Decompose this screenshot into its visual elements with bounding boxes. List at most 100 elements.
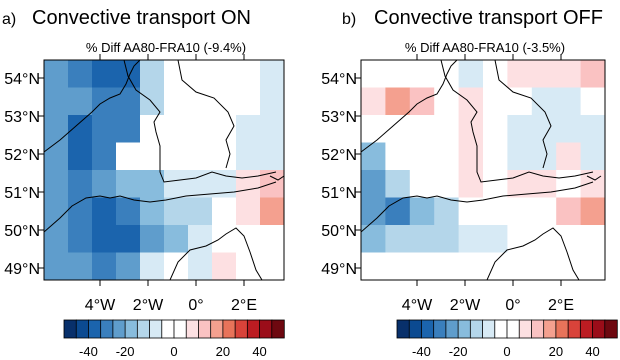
colorbar-swatch — [494, 319, 508, 339]
colorbar-swatch — [457, 319, 472, 339]
map-cell — [164, 225, 189, 254]
map-cell — [507, 60, 533, 89]
map-cell — [580, 225, 605, 254]
lat-label: 52°N — [4, 147, 40, 164]
colorbar-swatch — [222, 319, 236, 339]
map-cell — [116, 60, 141, 89]
panel-b-subtitle: % Diff AA80-FRA10 (-3.5%) — [405, 40, 565, 55]
colorbar-swatch — [88, 319, 102, 339]
lon-label: 0° — [505, 297, 520, 314]
map-cell — [483, 87, 508, 116]
map-cell — [361, 87, 386, 116]
lon-label: 0° — [188, 297, 203, 314]
map-cell — [385, 252, 411, 280]
map-cell — [260, 197, 284, 226]
colorbar-swatch — [555, 319, 569, 339]
panel-b-lon-axis: 4°W 2°W 0° 2°E — [402, 54, 574, 314]
map-cell — [531, 252, 557, 280]
colorbar-swatch — [445, 319, 459, 339]
lat-label: 50°N — [4, 223, 40, 240]
map-cell — [116, 170, 141, 199]
colorbar-swatch — [543, 319, 557, 339]
map-cell — [556, 60, 582, 89]
map-cell — [140, 60, 165, 89]
map-cell — [531, 115, 557, 144]
colorbar-swatch — [149, 319, 163, 339]
map-cell — [92, 115, 117, 144]
map-cell — [507, 87, 533, 116]
map-cell — [361, 225, 386, 254]
map-cell — [164, 115, 189, 144]
map-cell — [580, 115, 605, 144]
colorbar-swatch — [506, 319, 520, 339]
panel-a-lon-axis: 4°W 2°W 0° 2°E — [85, 54, 257, 314]
map-cell — [188, 252, 213, 280]
map-cell — [434, 225, 460, 254]
map-cell — [68, 252, 93, 280]
map-cell — [434, 115, 460, 144]
map-cell — [260, 60, 284, 89]
lat-label: 53°N — [321, 109, 357, 126]
map-cell — [458, 115, 484, 144]
colorbar-tick-label: 40 — [252, 344, 266, 359]
map-cell — [385, 197, 411, 226]
panel-a-map — [43, 59, 285, 281]
map-cell — [507, 197, 533, 226]
map-cell — [116, 87, 141, 116]
map-cell — [116, 197, 141, 226]
lat-label: 51°N — [321, 185, 357, 202]
map-cell — [580, 142, 605, 171]
map-cell — [140, 115, 165, 144]
map-cell — [361, 252, 386, 280]
colorbar-swatch — [259, 319, 273, 339]
map-cell — [580, 87, 605, 116]
lat-label: 53°N — [4, 109, 40, 126]
map-cell — [140, 225, 165, 254]
lat-label: 49°N — [4, 261, 40, 278]
map-cell — [188, 142, 213, 171]
colorbar-swatch — [161, 319, 175, 339]
map-cell — [556, 170, 582, 199]
map-cell — [483, 170, 508, 199]
map-cell — [68, 115, 93, 144]
colorbar-tick-label: 20 — [216, 344, 230, 359]
map-cell — [236, 252, 261, 280]
map-cell — [116, 142, 141, 171]
map-cell — [188, 87, 213, 116]
map-cell — [140, 142, 165, 171]
colorbar-swatch — [567, 319, 582, 339]
map-cell — [483, 197, 508, 226]
map-cell — [212, 115, 237, 144]
map-cell — [260, 225, 284, 254]
map-cell — [164, 142, 189, 171]
panel-b-map — [360, 59, 606, 281]
map-cell — [361, 170, 386, 199]
map-cell — [236, 115, 261, 144]
map-cell — [458, 142, 484, 171]
colorbar-swatch — [518, 319, 533, 339]
panel-a-lat-axis: 54°N 53°N 52°N 51°N 50°N 49°N — [4, 71, 44, 278]
colorbar-tick-label: 0 — [503, 344, 510, 359]
map-cell — [68, 87, 93, 116]
map-cell — [483, 225, 508, 254]
map-cell — [409, 115, 435, 144]
map-cell — [580, 252, 605, 280]
map-cell — [409, 87, 435, 116]
colorbar-tick-label: -40 — [79, 344, 98, 359]
lat-label: 50°N — [321, 223, 357, 240]
colorbar-swatch — [592, 319, 606, 339]
map-cell — [507, 142, 533, 171]
map-cell — [164, 170, 189, 199]
map-cell — [44, 115, 69, 144]
panel-a-cells — [44, 60, 284, 280]
map-cell — [44, 60, 69, 89]
colorbar-swatch — [63, 319, 77, 339]
colorbar-tick-label: -20 — [116, 344, 135, 359]
panel-b-colorbar: -40 -20 0 20 40 — [396, 319, 618, 359]
colorbar-swatch — [579, 319, 594, 339]
map-cell — [409, 142, 435, 171]
map-cell — [483, 115, 508, 144]
colorbar-swatch — [234, 319, 249, 339]
map-cell — [507, 252, 533, 280]
